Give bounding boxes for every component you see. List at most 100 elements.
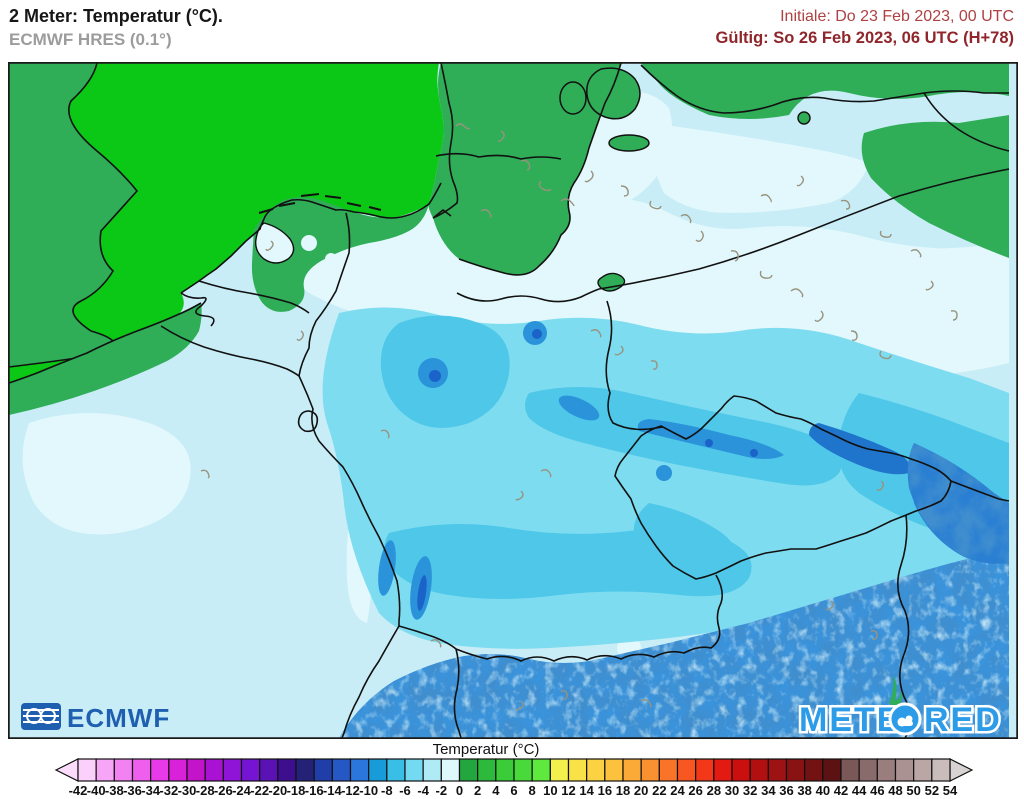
colorbar-cell [640,758,660,782]
border-czech-republic [614,395,952,580]
colorbar-tick: -24 [232,783,252,798]
colorbar-title: Temperatur (°C) [433,741,540,758]
colorbar-tick: 20 [634,783,648,798]
lolland-island [608,134,650,152]
bornholm-island [797,111,811,125]
colorbar-cell [695,758,715,782]
ecmwf-logo: ECMWF [21,703,170,733]
colorbar-tick: 46 [870,783,884,798]
colorbar-tick: 22 [652,783,666,798]
colorbar-cell [131,758,152,782]
colorbar-tick: 42 [834,783,848,798]
colorbar-tick: -14 [323,783,343,798]
colorbar: Temperatur (°C) -42 -40 -38 -36 -34 -32 -30 -28… [0,738,1024,799]
colorbar-cell [840,758,860,782]
meteored-logo: METE RED [797,699,1003,739]
colorbar-cell [313,758,333,782]
colorbar-cell [549,758,570,782]
colorbar-cell [349,758,370,782]
border-switzerland-north [398,625,457,650]
france-coastal-land [9,302,202,415]
colorbar-tick: -30 [178,783,197,798]
coastlines [180,63,1010,327]
colorbar-cell [567,758,588,782]
colorbar-tick: -32 [159,783,178,798]
colorbar-tick: -6 [399,783,411,798]
valid-time-label: Gültig: So 26 Feb 2023, 06 UTC (H+78) [715,29,1014,47]
colorbar-tick: -42 [69,783,88,798]
colorbar-cell [913,758,933,782]
colorbar-tick: 38 [797,783,811,798]
border-germany-poland [605,300,664,431]
colorbar-cell [204,758,224,782]
colorbar-cell [77,758,97,782]
colorbar-cell [513,758,533,782]
colorbar-cell [858,758,878,782]
model-subtitle: ECMWF HRES (0.1°) [9,30,172,49]
country-borders [160,152,1010,738]
colorbar-cell [713,758,733,782]
border-luxembourg [297,410,319,433]
colorbar-cell [440,758,461,782]
page-title: 2 Meter: Temperatur (°C). [9,6,223,26]
colorbar-arrow-right [949,758,974,782]
colorbar-cell [368,758,388,782]
colorbar-tick: 0 [456,783,463,798]
colorbar-cell [240,758,261,782]
border-belgium-netherlands [198,280,310,314]
colorbar-tick: 30 [725,783,739,798]
colorbar-arrow-left [54,758,79,782]
colorbar-cell [749,758,769,782]
colorbar-tick: 6 [510,783,517,798]
colorbar-cell [404,758,424,782]
colorbar-cell [113,758,134,782]
colorbar-cell [422,758,442,782]
border-germany-austria [455,574,723,662]
colorbar-tick: 34 [761,783,776,798]
colorbar-tick: 50 [906,783,920,798]
zealand-island [586,67,641,120]
colorbar-cell [331,758,352,782]
colorbar-tick: 26 [688,783,702,798]
temperature-map-canvas: ECMWF METE RED [9,63,1017,738]
colorbar-tick: 4 [492,783,500,798]
border-belgium-france [160,325,300,377]
colorbar-tick: -26 [214,783,233,798]
ijsselmeer-lake [254,222,295,264]
colorbar-tick: 44 [852,783,867,798]
colorbar-cell [822,758,842,782]
colorbar-cell [676,758,697,782]
border-switzerland-east [453,648,462,738]
colorbar-tick: -10 [359,783,378,798]
colorbar-cell [894,758,915,782]
funen-island [559,81,587,115]
colorbar-cell [277,758,297,782]
meteored-o-icon [888,702,922,736]
colorbar-tick: 16 [598,783,612,798]
meteored-logo-text-pre: METE [799,701,901,738]
weather-map: ECMWF METE RED [8,62,1018,739]
colorbar-tick: 18 [616,783,630,798]
alps-mountains [339,443,1009,738]
lake-marks [200,123,958,711]
colorbar-tick: 8 [529,783,536,798]
colorbar-tick: -8 [381,783,393,798]
colorbar-cell [586,758,606,782]
colorbar-tick: -16 [305,783,324,798]
border-netherlands-germany [298,212,351,377]
init-time-label: Initiale: Do 23 Feb 2023, 00 UTC [780,8,1014,25]
colorbar-tick: -28 [196,783,215,798]
colorbar-tick: 36 [779,783,793,798]
colorbar-cell [931,758,951,782]
colorbar-tick: 40 [816,783,830,798]
colorbar-cell [531,758,551,782]
ecmwf-logo-text: ECMWF [67,703,170,733]
colorbar-tick: -18 [287,783,306,798]
colorbar-cell [495,758,515,782]
colorbar-tick: -22 [250,783,269,798]
colorbar-cell [186,758,206,782]
colorbar-cell [295,758,315,782]
colorbar-cell [658,758,679,782]
alpine-valley-green [889,675,903,709]
colorbar-cell [168,758,188,782]
